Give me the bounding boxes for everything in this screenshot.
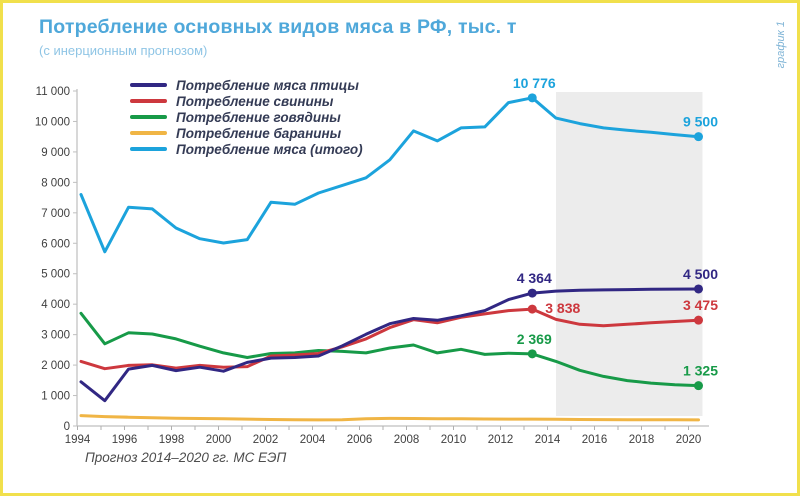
x-axis-tick-label: 2010 [441, 434, 467, 446]
x-axis-tick-label: 2016 [582, 434, 608, 446]
series-line-0 [79, 287, 700, 403]
line-chart: 0 1 000 2 000 3 000 4 000 5 000 6 000 7 000 8 00… [35, 75, 718, 446]
data-point-marker [527, 288, 537, 298]
data-point-marker [694, 284, 703, 294]
y-axis-tick-label: 5 000 [41, 269, 70, 281]
x-axis-tick-label: 2018 [629, 434, 655, 446]
data-point-label: 3 475 [683, 297, 718, 313]
y-axis-tick-label: 6 000 [41, 238, 70, 250]
y-axis-tick-label: 11 000 [36, 86, 70, 98]
legend-item-label: Потребление мяса птицы [176, 77, 359, 93]
legend-item-label: Потребление говядины [176, 109, 341, 125]
x-axis-tick-label: 2006 [347, 434, 373, 446]
series-line-2 [79, 311, 700, 388]
legend: Потребление мяса птицы Потребление свини… [130, 77, 363, 157]
legend-item: Потребление баранины [130, 125, 363, 141]
series-line-3 [79, 414, 700, 422]
data-point-marker [527, 304, 537, 314]
y-axis-tick-label: 0 [64, 421, 70, 433]
data-point-marker [694, 381, 703, 391]
y-axis-tick-label: 1 000 [41, 391, 70, 403]
legend-item: Потребление говядины [130, 109, 363, 125]
y-axis-tick-label: 3 000 [41, 330, 70, 342]
x-axis-tick-label: 2004 [300, 434, 326, 446]
forecast-caption: Прогноз 2014–2020 гг. МС ЕЭП [85, 450, 287, 465]
chart-subtitle: (с инерционным прогнозом) [39, 43, 208, 58]
legend-item: Потребление мяса (итого) [130, 141, 363, 157]
legend-swatch-line [130, 131, 167, 135]
x-axis-tick-label: 1994 [65, 434, 91, 446]
x-axis-tick-label: 2000 [206, 434, 232, 446]
x-axis-tick-label: 1996 [112, 434, 138, 446]
data-point-label: 3 838 [545, 300, 580, 316]
data-point-label: 10 776 [513, 75, 556, 91]
y-axis-tick-label: 4 000 [41, 299, 70, 311]
x-axis-tick-label: 2008 [394, 434, 420, 446]
x-axis-tick-label: 2020 [676, 434, 702, 446]
data-point-label: 4 500 [683, 266, 718, 282]
y-axis-tick-label: 7 000 [41, 208, 70, 220]
data-point-marker [527, 93, 537, 103]
data-point-marker [694, 132, 703, 142]
y-axis-tick-label: 9 000 [41, 147, 70, 159]
legend-item: Потребление свинины [130, 93, 363, 109]
x-axis-tick-label: 2012 [488, 434, 514, 446]
legend-swatch-line [130, 147, 167, 151]
data-point-marker [694, 315, 703, 325]
legend-item: Потребление мяса птицы [130, 77, 363, 93]
series-line-4 [79, 96, 700, 254]
y-axis-tick-label: 10 000 [35, 116, 70, 128]
data-point-label: 9 500 [683, 114, 718, 130]
series-line-1 [79, 307, 700, 371]
legend-swatch-line [130, 99, 167, 103]
legend-swatch-line [130, 83, 167, 87]
data-point-marker [527, 349, 537, 359]
data-point-label: 4 364 [517, 270, 552, 286]
y-axis-tick-label: 8 000 [41, 177, 70, 189]
x-axis-tick-label: 2014 [535, 434, 561, 446]
data-point-label: 1 325 [683, 363, 718, 379]
legend-swatch-line [130, 115, 167, 119]
y-axis-tick-label: 2 000 [41, 360, 70, 372]
legend-item-label: Потребление мяса (итого) [176, 141, 363, 157]
legend-item-label: Потребление свинины [176, 93, 334, 109]
legend-item-label: Потребление баранины [176, 125, 342, 141]
x-axis-tick-label: 1998 [159, 434, 185, 446]
data-point-label: 2 369 [517, 331, 552, 347]
forecast-band [556, 92, 703, 416]
x-axis-tick-label: 2002 [253, 434, 279, 446]
chart-title: Потребление основных видов мяса в РФ, ты… [39, 16, 517, 38]
